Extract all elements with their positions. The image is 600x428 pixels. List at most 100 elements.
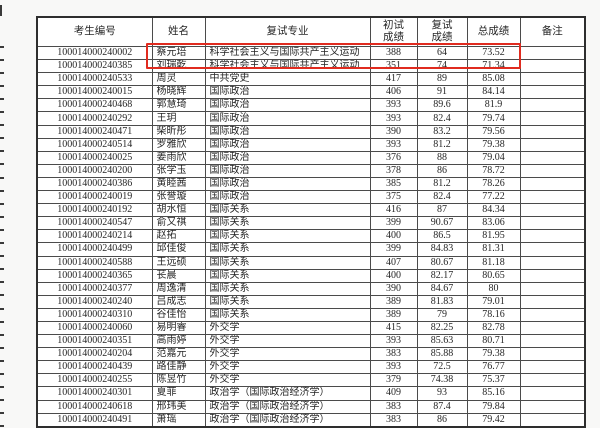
cell-retest-score: 91: [416, 85, 468, 100]
cell-remark: [519, 347, 586, 362]
table-row: 100014000240351 高雨婷 外交学 393 85.63 80.71: [36, 334, 586, 349]
cell-total-score: 85.08: [466, 72, 521, 87]
cell-major: 国际关系: [204, 307, 371, 322]
cell-initial-score: 399: [369, 242, 418, 257]
cell-total-score: 80: [466, 281, 521, 296]
cell-candidate-id: 100014000240204: [36, 347, 153, 362]
cell-name: 王玥: [151, 111, 206, 126]
cell-retest-score: 90.67: [416, 216, 468, 231]
header-total-score: 总成绩: [466, 16, 521, 47]
tick-mark: [0, 373, 4, 375]
cell-retest-score: 82.4: [416, 111, 468, 126]
cell-name: 周灵: [151, 72, 206, 87]
table-row: 100014000240514 罗雅欣 国际政治 393 81.2 79.38: [36, 137, 586, 152]
table-row: 100014000240192 胡水恒 国际关系 416 87 84.34: [36, 203, 586, 218]
cell-major: 国际关系: [204, 229, 371, 244]
table-row: 100014000240533 周灵 中共党史 417 89 85.08: [36, 72, 586, 87]
table-row: 100014000240365 苌晨 国际关系 400 82.17 80.65: [36, 268, 586, 283]
cell-retest-score: 81.2: [416, 137, 468, 152]
cell-total-score: 85.16: [466, 386, 521, 401]
tick-mark: [0, 294, 4, 297]
cell-candidate-id: 100014000240301: [36, 386, 153, 401]
cell-remark: [519, 242, 586, 257]
cell-initial-score: 379: [369, 373, 418, 388]
cell-initial-score: 400: [369, 229, 418, 244]
cell-retest-score: 82.17: [416, 268, 468, 283]
cell-name: 姜雨欣: [151, 150, 206, 165]
table-row: 100014000240468 郭慧琦 国际政治 393 89.6 81.9: [36, 98, 586, 113]
cell-major: 中共党史: [204, 72, 371, 87]
cell-initial-score: 393: [369, 111, 418, 126]
tick-mark: [0, 111, 4, 113]
cell-candidate-id: 100014000240386: [36, 176, 153, 192]
cell-candidate-id: 100014000240377: [36, 281, 153, 296]
cell-major: 外交学: [204, 320, 371, 336]
cell-candidate-id: 100014000240292: [36, 111, 153, 126]
cell-major: 国际政治: [204, 190, 371, 205]
cell-candidate-id: 100014000240547: [36, 216, 153, 231]
table-row: 100014000240025 姜雨欣 国际政治 376 88 79.04: [36, 150, 586, 165]
cell-candidate-id: 100014000240491: [36, 412, 153, 428]
cell-candidate-id: 100014000240385: [36, 59, 153, 74]
tick-mark: [0, 124, 4, 127]
cell-name: 邢玮美: [151, 399, 206, 414]
cell-candidate-id: 100014000240533: [36, 72, 153, 87]
header-major: 复试专业: [204, 16, 371, 47]
cell-total-score: 80.65: [466, 268, 521, 283]
cell-name: 邱佳俊: [151, 242, 206, 257]
table-row: 100014000240204 范嘉元 外交学 383 85.88 79.38: [36, 347, 586, 362]
cell-initial-score: 376: [369, 150, 418, 165]
cell-major: 国际关系: [204, 216, 371, 231]
cell-total-score: 76.77: [466, 360, 521, 375]
cell-total-score: 81.9: [466, 98, 521, 113]
cell-total-score: 79.38: [466, 137, 521, 152]
cell-initial-score: 393: [369, 360, 418, 375]
cell-candidate-id: 100014000240468: [36, 98, 153, 113]
cell-major: 国际关系: [204, 203, 371, 218]
cell-retest-score: 87.4: [416, 399, 468, 414]
table-row: 100014000240618 邢玮美 政治学（国际政治经济学） 383 87.4 79.…: [36, 399, 586, 414]
cell-retest-score: 93: [416, 386, 468, 401]
cell-remark: [519, 307, 586, 322]
cell-name: 夏菲: [151, 386, 206, 401]
cell-name: 高雨婷: [151, 334, 206, 349]
cell-remark: [519, 294, 586, 309]
cell-total-score: 83.06: [466, 216, 521, 231]
cell-major: 国际政治: [204, 163, 371, 178]
tick-mark: [0, 281, 4, 284]
cell-initial-score: 383: [369, 399, 418, 414]
cell-name: 范嘉元: [151, 347, 206, 362]
cell-initial-score: 393: [369, 334, 418, 349]
cell-major: 国际政治: [204, 85, 371, 100]
cell-retest-score: 82.25: [416, 320, 468, 336]
cell-candidate-id: 100014000240351: [36, 334, 153, 349]
cell-initial-score: 409: [369, 386, 418, 401]
table-row: 100014000240019 张誉璇 国际政治 375 82.4 77.22: [36, 190, 586, 205]
tick-mark: [0, 320, 4, 323]
cell-candidate-id: 100014000240015: [36, 85, 153, 100]
cell-initial-score: 393: [369, 137, 418, 152]
cell-candidate-id: 100014000240365: [36, 268, 153, 283]
cell-major: 国际政治: [204, 111, 371, 126]
cell-major: 政治学（国际政治经济学）: [204, 412, 371, 428]
cell-name: 张学玉: [151, 163, 206, 178]
cell-retest-score: 86: [416, 163, 468, 178]
cell-remark: [519, 85, 586, 100]
table-row: 100014000240214 赵拓 国际关系 400 86.5 81.95: [36, 229, 586, 244]
tick-mark: [0, 268, 4, 271]
cell-major: 国际关系: [204, 255, 371, 270]
cell-name: 王远硕: [151, 255, 206, 270]
cell-remark: [519, 111, 586, 126]
tick-mark: [0, 346, 4, 349]
cell-total-score: 78.72: [466, 163, 521, 178]
tick-mark: [0, 412, 4, 415]
cell-total-score: 71.34: [466, 59, 521, 74]
cell-remark: [519, 163, 586, 178]
cell-retest-score: 79: [416, 307, 468, 322]
table-row: 100014000240002 蔡元培 科学社会主义与国际共产主义运动 388 64 73…: [36, 45, 586, 61]
table-row: 100014000240491 萧瑶 政治学（国际政治经济学） 383 86 79.42: [36, 412, 586, 428]
cell-retest-score: 89.6: [416, 98, 468, 113]
cell-initial-score: 385: [369, 176, 418, 192]
cell-major: 国际政治: [204, 98, 371, 113]
table-row: 100014000240377 周逸清 国际关系 390 84.67 80: [36, 281, 586, 296]
